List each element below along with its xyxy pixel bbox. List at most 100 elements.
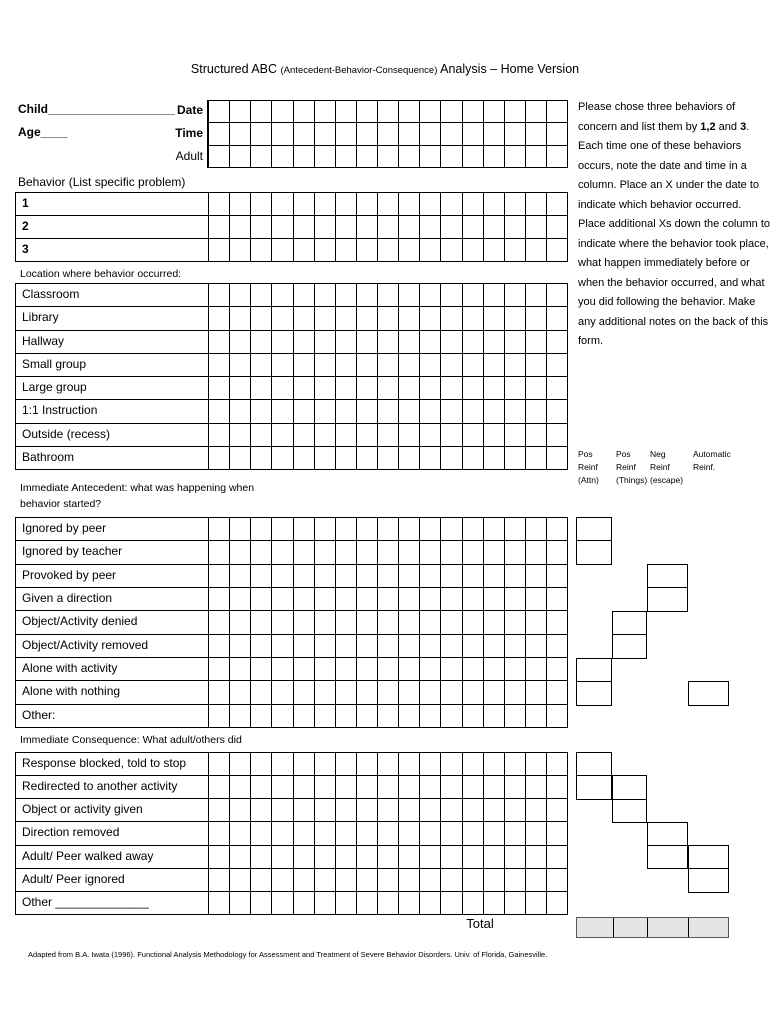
grid-cell[interactable] — [440, 193, 461, 215]
total-cell[interactable] — [577, 918, 613, 937]
grid-cell[interactable] — [419, 753, 440, 776]
grid-cell[interactable] — [292, 193, 314, 215]
grid-cell[interactable] — [271, 101, 292, 123]
grid-cell[interactable] — [250, 822, 271, 845]
grid-cell[interactable] — [250, 799, 271, 822]
grid-cell[interactable] — [461, 868, 483, 891]
grid-cell[interactable] — [208, 822, 229, 845]
grid-cell[interactable] — [334, 753, 356, 776]
grid-cell[interactable] — [398, 799, 419, 822]
grid-cell[interactable] — [419, 891, 440, 914]
grid-cell[interactable] — [334, 822, 356, 845]
grid-cell[interactable] — [524, 123, 546, 145]
grid-cell[interactable] — [546, 123, 567, 145]
grid-cell[interactable] — [250, 193, 271, 215]
grid-cell[interactable] — [419, 400, 440, 423]
grid-cell[interactable] — [546, 611, 567, 634]
grid-cell[interactable] — [482, 587, 504, 611]
grid-cell[interactable] — [334, 423, 356, 446]
grid-cell[interactable] — [250, 845, 271, 868]
grid-cell[interactable] — [229, 891, 250, 914]
grid-cell[interactable] — [524, 657, 546, 681]
grid-cell[interactable] — [482, 446, 504, 469]
grid-cell[interactable] — [482, 123, 504, 145]
grid-cell[interactable] — [482, 193, 504, 215]
grid-cell[interactable] — [461, 145, 483, 167]
grid-cell[interactable] — [229, 193, 250, 215]
grid-cell[interactable] — [334, 891, 356, 914]
grid-cell[interactable] — [250, 776, 271, 799]
grid-cell[interactable] — [334, 845, 356, 868]
grid-cell[interactable] — [313, 822, 335, 845]
grid-cell[interactable] — [503, 868, 525, 891]
grid-cell[interactable] — [398, 284, 419, 307]
grid-cell[interactable] — [292, 634, 314, 657]
grid-cell[interactable] — [271, 657, 292, 681]
grid-cell[interactable] — [208, 681, 229, 704]
grid-cell[interactable] — [250, 518, 271, 541]
grid-cell[interactable] — [229, 868, 250, 891]
grid-cell[interactable] — [313, 891, 335, 914]
grid-cell[interactable] — [334, 868, 356, 891]
grid-cell[interactable] — [355, 518, 377, 541]
grid-cell[interactable] — [313, 239, 335, 261]
grid-cell[interactable] — [546, 446, 567, 469]
grid-cell[interactable] — [229, 239, 250, 261]
grid-cell[interactable] — [377, 446, 398, 469]
grid-cell[interactable] — [229, 518, 250, 541]
grid-cell[interactable] — [292, 541, 314, 564]
total-cell[interactable] — [687, 918, 728, 937]
grid-cell[interactable] — [440, 753, 461, 776]
grid-cell[interactable] — [440, 101, 461, 123]
grid-cell[interactable] — [250, 423, 271, 446]
grid-cell[interactable] — [524, 704, 546, 727]
grid-cell[interactable] — [377, 216, 398, 238]
grid-cell[interactable] — [461, 822, 483, 845]
grid-cell[interactable] — [271, 776, 292, 799]
grid-cell[interactable] — [229, 101, 250, 123]
grid-cell[interactable] — [440, 891, 461, 914]
grid-cell[interactable] — [313, 446, 335, 469]
grid-cell[interactable] — [440, 845, 461, 868]
grid-cell[interactable] — [292, 145, 314, 167]
grid-cell[interactable] — [355, 423, 377, 446]
grid-cell[interactable] — [292, 657, 314, 681]
grid-cell[interactable] — [524, 145, 546, 167]
grid-cell[interactable] — [546, 216, 567, 238]
grid-cell[interactable] — [250, 446, 271, 469]
total-cell[interactable] — [647, 918, 688, 937]
grid-cell[interactable] — [398, 353, 419, 376]
grid-cell[interactable] — [313, 101, 335, 123]
grid-cell[interactable] — [271, 753, 292, 776]
grid-cell[interactable] — [271, 634, 292, 657]
grid-cell[interactable] — [524, 799, 546, 822]
grid-cell[interactable] — [440, 330, 461, 353]
grid-cell[interactable] — [440, 657, 461, 681]
grid-cell[interactable] — [440, 446, 461, 469]
grid-cell[interactable] — [208, 868, 229, 891]
grid-cell[interactable] — [355, 145, 377, 167]
grid-cell[interactable] — [250, 891, 271, 914]
grid-cell[interactable] — [292, 611, 314, 634]
grid-cell[interactable] — [208, 145, 229, 167]
side-box-cell[interactable] — [613, 776, 646, 798]
grid-cell[interactable] — [398, 193, 419, 215]
grid-cell[interactable] — [313, 681, 335, 704]
grid-cell[interactable] — [313, 423, 335, 446]
grid-cell[interactable] — [440, 634, 461, 657]
grid-cell[interactable] — [546, 868, 567, 891]
grid-cell[interactable] — [524, 845, 546, 868]
grid-cell[interactable] — [355, 216, 377, 238]
grid-cell[interactable] — [546, 704, 567, 727]
grid-cell[interactable] — [419, 776, 440, 799]
grid-cell[interactable] — [292, 423, 314, 446]
grid-cell[interactable] — [503, 753, 525, 776]
grid-cell[interactable] — [524, 377, 546, 400]
grid-cell[interactable] — [398, 307, 419, 330]
grid-cell[interactable] — [461, 377, 483, 400]
grid-cell[interactable] — [440, 423, 461, 446]
grid-cell[interactable] — [482, 753, 504, 776]
grid-cell[interactable] — [208, 446, 229, 469]
grid-cell[interactable] — [313, 377, 335, 400]
grid-cell[interactable] — [398, 377, 419, 400]
